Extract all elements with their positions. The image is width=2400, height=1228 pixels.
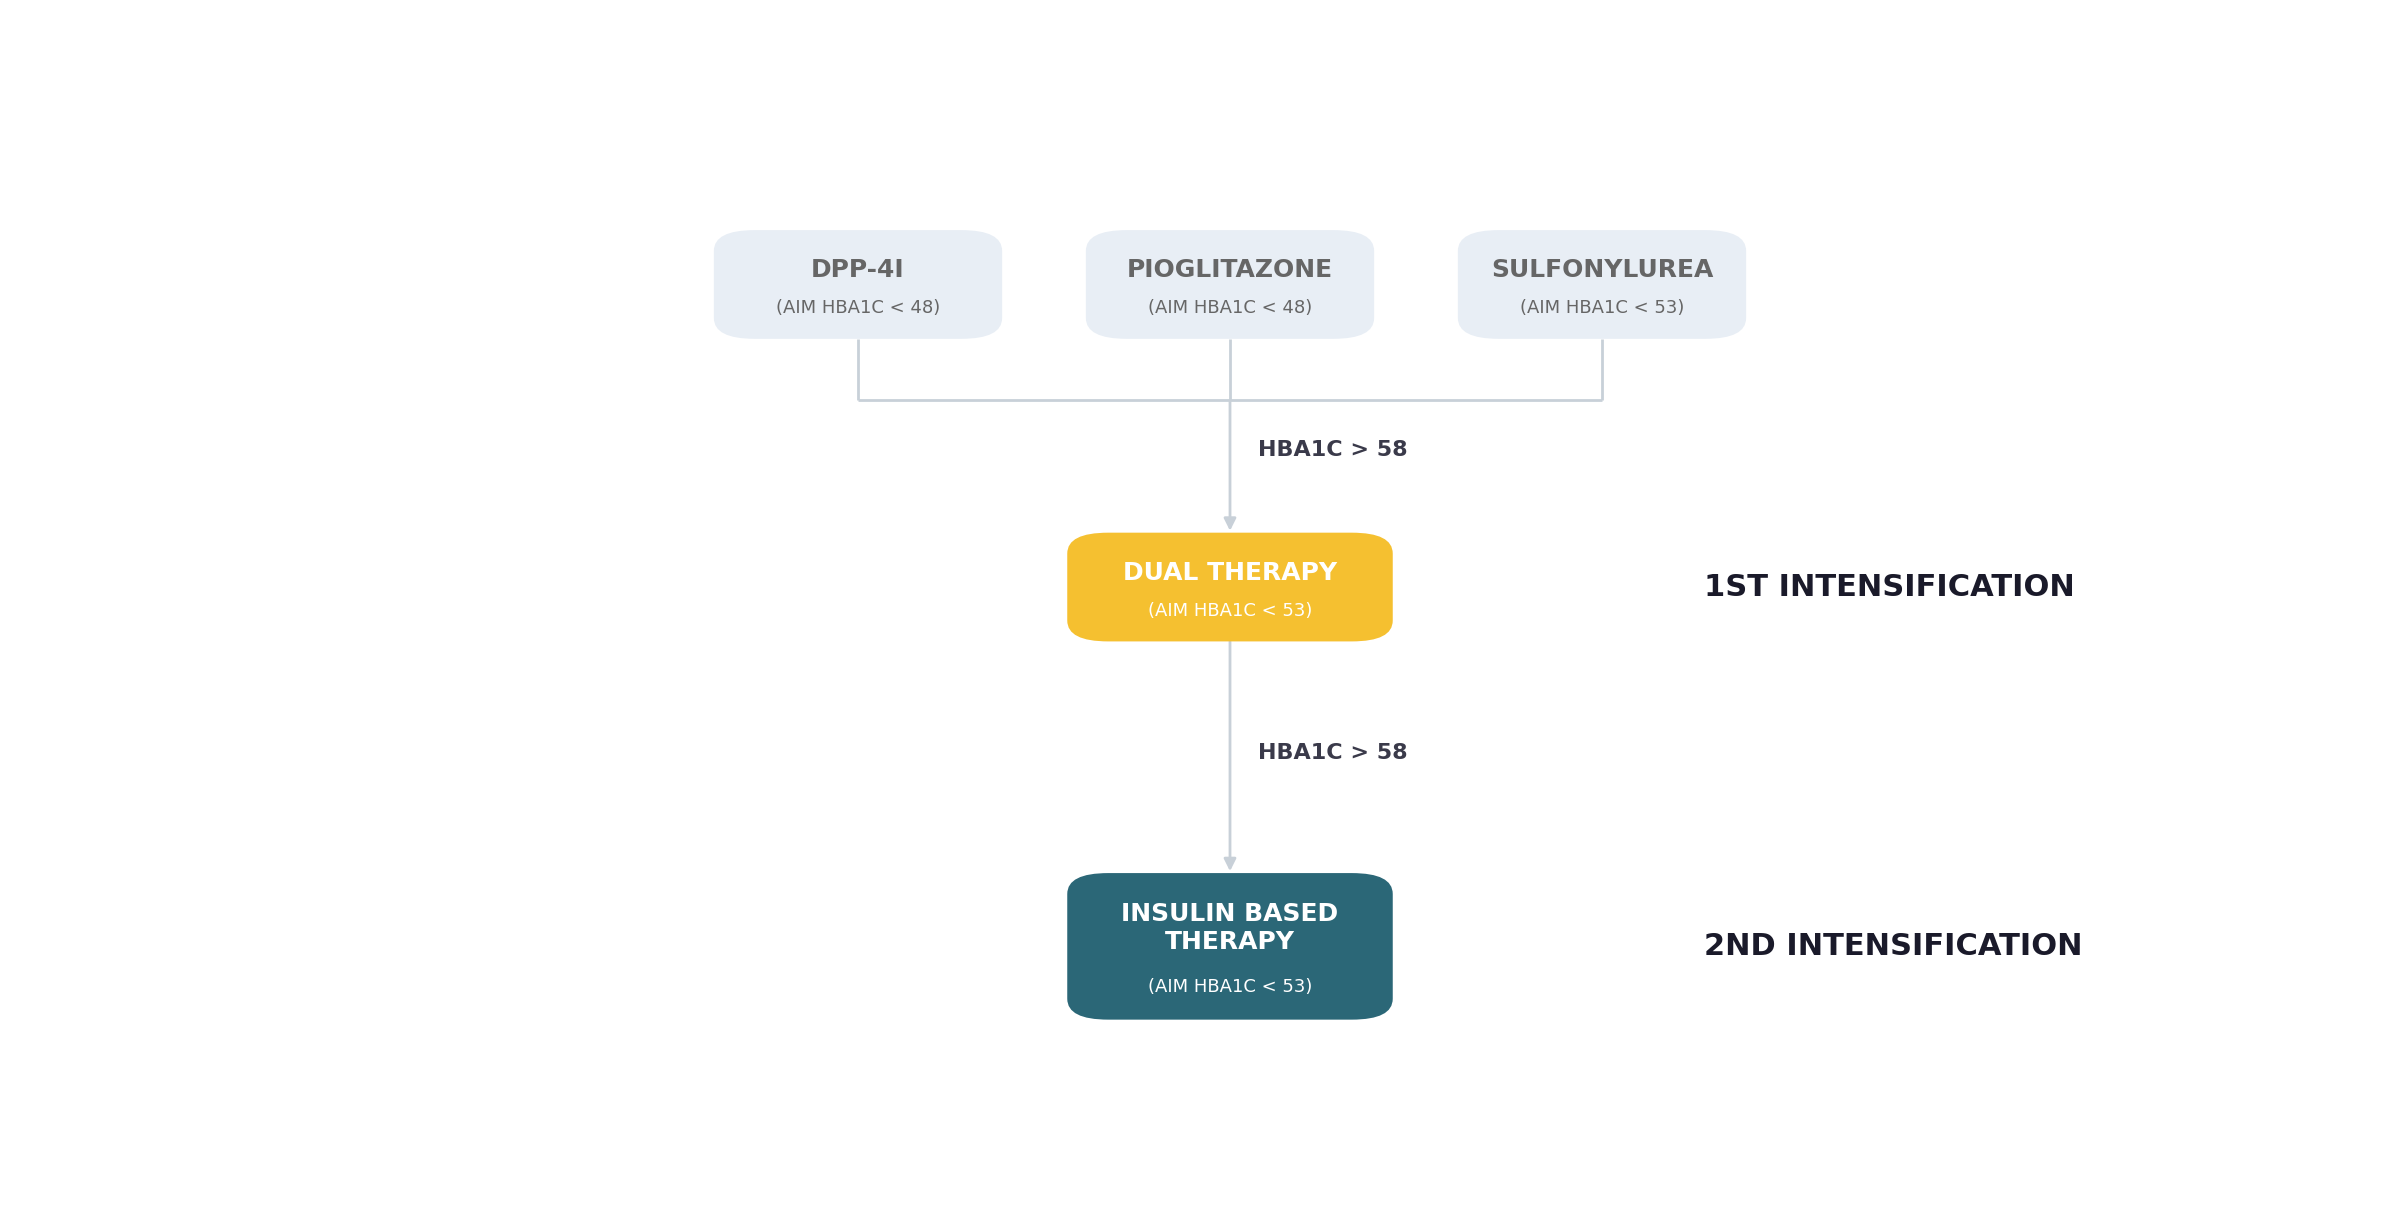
FancyBboxPatch shape <box>1457 230 1747 339</box>
FancyBboxPatch shape <box>1085 230 1375 339</box>
Text: INSULIN BASED: INSULIN BASED <box>1121 903 1339 926</box>
FancyBboxPatch shape <box>1068 533 1392 641</box>
FancyBboxPatch shape <box>1068 873 1392 1019</box>
Text: THERAPY: THERAPY <box>1164 930 1296 954</box>
Text: 2ND INTENSIFICATION: 2ND INTENSIFICATION <box>1704 932 2083 960</box>
Text: (AIM HBA1C < 53): (AIM HBA1C < 53) <box>1147 602 1313 620</box>
Text: (AIM HBA1C < 53): (AIM HBA1C < 53) <box>1519 300 1685 317</box>
Text: HBA1C > 58: HBA1C > 58 <box>1258 743 1406 763</box>
Text: PIOGLITAZONE: PIOGLITAZONE <box>1128 258 1332 282</box>
Text: 1ST INTENSIFICATION: 1ST INTENSIFICATION <box>1704 572 2076 602</box>
FancyBboxPatch shape <box>713 230 1003 339</box>
Text: SULFONYLUREA: SULFONYLUREA <box>1490 258 1714 282</box>
Text: (AIM HBA1C < 53): (AIM HBA1C < 53) <box>1147 979 1313 996</box>
Text: DPP-4I: DPP-4I <box>811 258 905 282</box>
Text: (AIM HBA1C < 48): (AIM HBA1C < 48) <box>1147 300 1313 317</box>
Text: DUAL THERAPY: DUAL THERAPY <box>1123 561 1337 585</box>
Text: (AIM HBA1C < 48): (AIM HBA1C < 48) <box>775 300 941 317</box>
Text: HBA1C > 58: HBA1C > 58 <box>1258 440 1406 460</box>
